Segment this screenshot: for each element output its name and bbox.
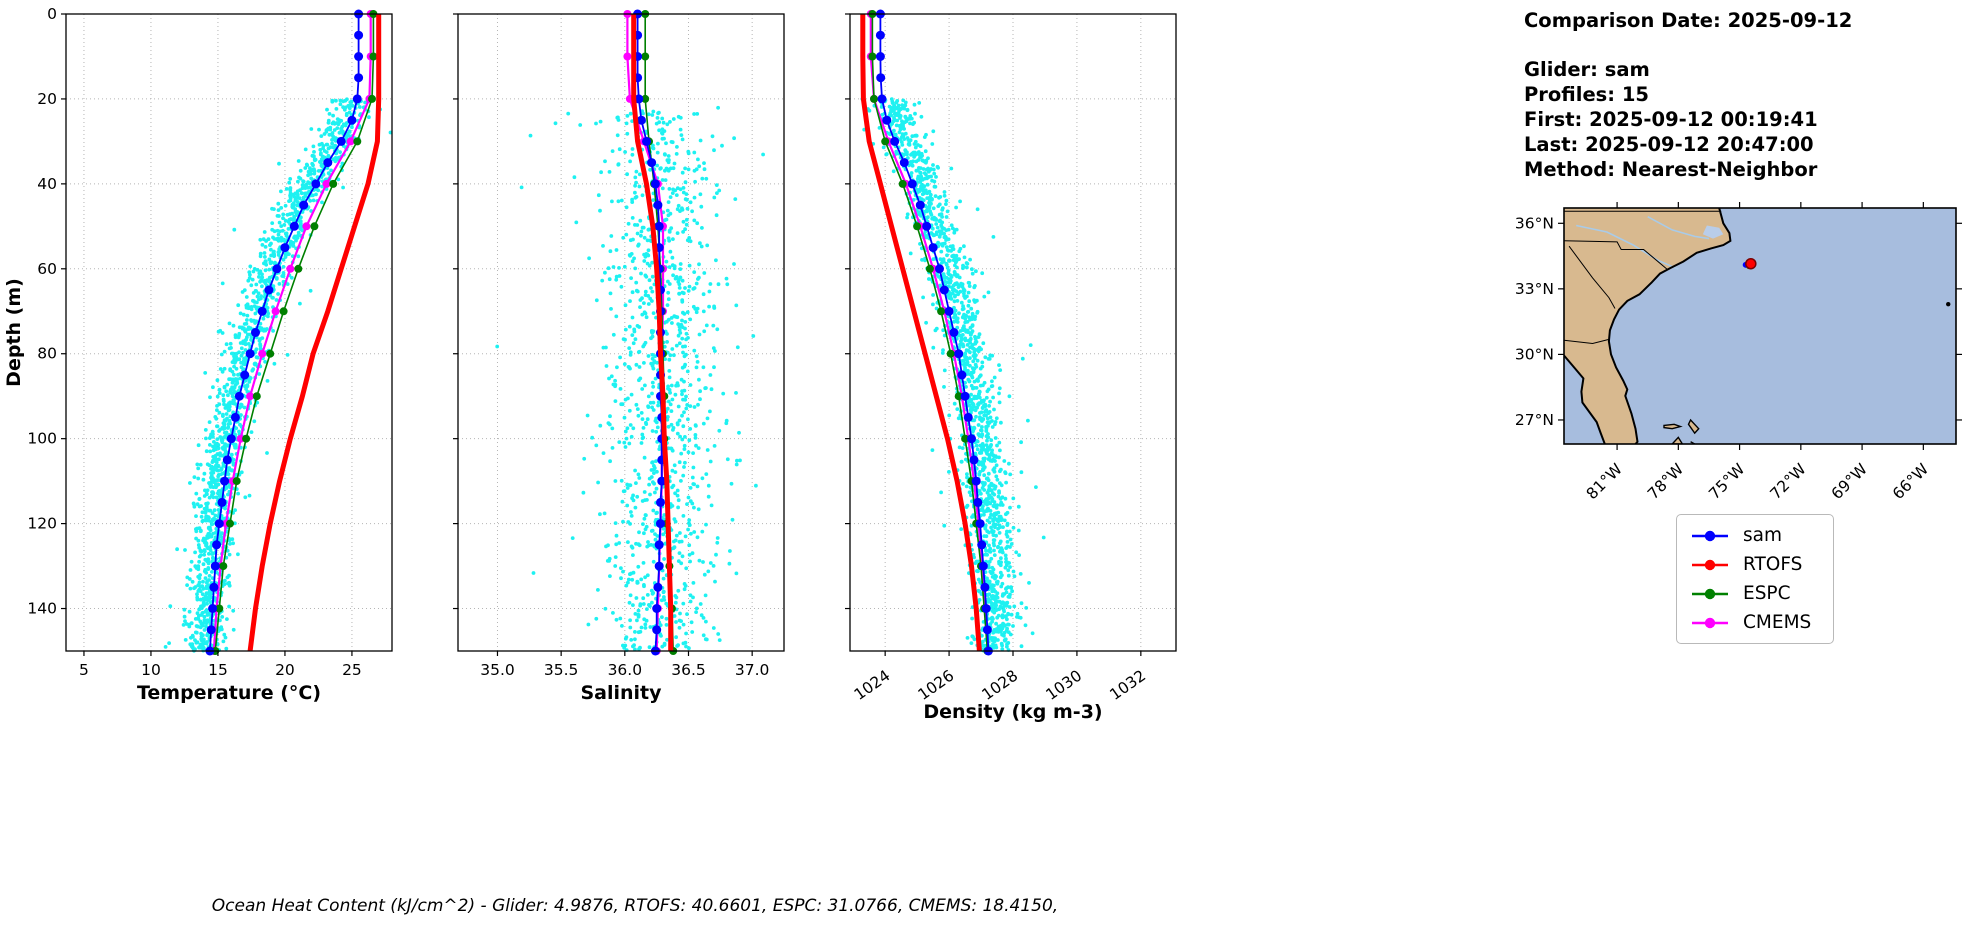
svg-text:36.0: 36.0 [608,661,643,679]
svg-text:27°N: 27°N [1515,411,1554,429]
legend-item-RTOFS: RTOFS [1689,554,1811,575]
comparison-date-text: Comparison Date: 2025-09-12 [1524,9,1853,32]
svg-text:75°W: 75°W [1705,460,1748,500]
last-profile-time-text: Last: 2025-09-12 20:47:00 [1524,133,1814,156]
legend-label-ESPC: ESPC [1743,583,1791,604]
state-border [1564,338,1611,345]
svg-text:25: 25 [342,661,362,679]
river-line [1576,224,1679,270]
glider-raw-observations [495,105,765,653]
svg-text:1032: 1032 [1106,667,1149,704]
svg-text:0: 0 [47,5,57,23]
svg-text:15: 15 [208,661,228,679]
svg-text:40: 40 [37,175,57,193]
profiles-count-text: Profiles: 15 [1524,83,1649,106]
xaxis-label-salinity-profile: Salinity [580,682,662,704]
state-border [1568,245,1616,309]
legend-marker-RTOFS [1692,559,1728,570]
legend-label-RTOFS: RTOFS [1743,554,1803,575]
svg-text:81°W: 81°W [1583,460,1626,500]
legend-marker-ESPC [1692,588,1728,599]
svg-text:100: 100 [27,430,57,448]
map-sound [1702,225,1724,239]
state-border [1564,240,1668,270]
svg-text:1028: 1028 [979,667,1022,704]
svg-text:5: 5 [79,661,89,679]
svg-text:1026: 1026 [915,667,958,704]
legend-label-sam: sam [1743,525,1782,546]
island [1687,418,1700,435]
river-line [1647,215,1710,240]
xaxis-label-temperature-profile: Temperature (°C) [137,682,321,704]
svg-text:120: 120 [27,515,57,533]
glider-raw-observations [860,97,1046,653]
location-map: 81°W 78°W 75°W 72°W 69°W 66°W 36°N 33°N 30°N 27°N [1515,202,1962,500]
island [1671,436,1684,444]
series-RTOFS [860,14,982,652]
yaxis-label-depth: Depth (m) [3,278,25,387]
svg-text:37.0: 37.0 [735,661,770,679]
legend-label-CMEMS: CMEMS [1743,612,1812,633]
info-panel: Comparison Date: 2025-09-12 Glider: sam … [1524,8,1852,182]
svg-text:33°N: 33°N [1515,280,1554,298]
map-land [1564,208,1731,444]
profile-plots: 5 10 15 20 25 0 20 40 60 80 100 120 140 Temperature (… [3,5,1177,723]
glider-name-text: Glider: sam [1524,58,1650,81]
legend-item-sam: sam [1689,525,1811,546]
ohc-caption: Ocean Heat Content (kJ/cm^2) - Glider: 4… [211,896,1059,916]
svg-text:36.5: 36.5 [671,661,706,679]
svg-text:1030: 1030 [1043,667,1086,704]
svg-text:10: 10 [141,661,161,679]
series-CMEMS [212,14,372,652]
xaxis-label-density-profile: Density (kg m-3) [923,701,1102,723]
svg-text:35.5: 35.5 [544,661,579,679]
legend-item-ESPC: ESPC [1689,583,1811,604]
series-RTOFS [247,14,382,652]
series-ESPC [214,14,375,652]
legend-marker-sam [1692,530,1728,541]
svg-text:140: 140 [27,600,57,618]
svg-text:35.0: 35.0 [480,661,515,679]
method-text: Method: Nearest-Neighbor [1524,158,1818,181]
legend-item-CMEMS: CMEMS [1689,612,1811,633]
info-spacer [1524,33,1852,57]
coastline [1607,208,1732,444]
series-RTOFS [631,14,674,651]
svg-text:20: 20 [275,661,295,679]
glider-location [1745,257,1757,270]
svg-text:36°N: 36°N [1515,214,1554,232]
svg-text:78°W: 78°W [1644,460,1687,500]
svg-text:69°W: 69°W [1828,460,1871,500]
svg-text:80: 80 [37,345,57,363]
legend-marker-CMEMS [1692,617,1728,628]
island [1663,423,1683,430]
svg-text:30°N: 30°N [1515,345,1554,363]
svg-text:66°W: 66°W [1889,460,1932,500]
svg-text:60: 60 [37,260,57,278]
svg-text:1024: 1024 [851,667,894,704]
glider-raw-observations [163,97,393,653]
first-profile-time-text: First: 2025-09-12 00:19:41 [1524,108,1818,131]
island [1690,441,1696,444]
legend-box: sam RTOFS ESPC CMEMS [1676,514,1835,644]
svg-text:72°W: 72°W [1767,460,1810,500]
bermuda-island [1946,301,1951,307]
svg-text:20: 20 [37,90,57,108]
